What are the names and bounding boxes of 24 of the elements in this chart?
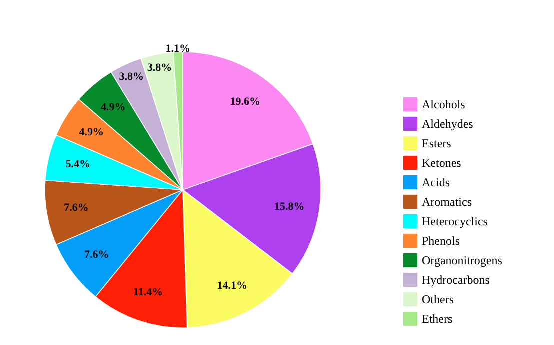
data-label: 15.8% [274, 200, 305, 213]
legend-label: Alcohols [422, 98, 466, 112]
data-label: 3.8% [119, 71, 144, 84]
data-label: 19.6% [230, 96, 261, 108]
data-label: 4.9% [101, 101, 126, 114]
legend-label: Esters [422, 136, 452, 150]
legend-label: Others [422, 292, 454, 306]
data-label: 7.6% [84, 249, 110, 262]
legend-label: Acids [422, 176, 450, 190]
data-label: 11.4% [134, 286, 164, 298]
data-label: 5.4% [66, 158, 90, 170]
data-label: 4.9% [79, 126, 104, 138]
legend-label: Phenols [422, 234, 460, 248]
legend-label: Heterocyclics [422, 214, 488, 228]
data-label: 14.1% [217, 280, 248, 292]
legend-label: Organonitrogens [422, 254, 503, 268]
data-label: 7.6% [64, 202, 89, 214]
legend-label: Hydrocarbons [422, 273, 490, 287]
legend-label: Aldehydes [422, 117, 474, 131]
data-label: 3.8% [147, 62, 172, 74]
legend-label: Aromatics [422, 195, 472, 209]
legend-label: Ketones [422, 156, 462, 170]
data-label: 1.1% [166, 43, 191, 56]
legend-label: Ethers [422, 312, 453, 326]
